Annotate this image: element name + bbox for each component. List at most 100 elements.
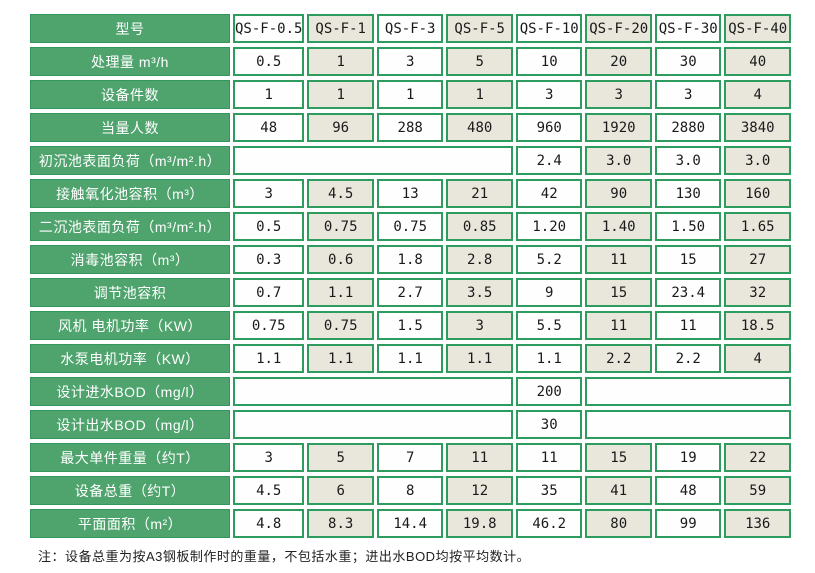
row-label: 风机 电机功率（KW） bbox=[30, 311, 230, 340]
value-cell: 1.1 bbox=[376, 344, 444, 373]
value-cell: 4 bbox=[724, 344, 791, 373]
value-cell: 0.75 bbox=[307, 311, 374, 340]
value-cell: 10 bbox=[515, 47, 583, 76]
value-cell: 11 bbox=[654, 311, 722, 340]
value-cell: 3.5 bbox=[446, 278, 513, 307]
value-cell: 1.1 bbox=[515, 344, 583, 373]
value-cell: 12 bbox=[446, 476, 513, 505]
column-header-cell: QS-F-3 bbox=[376, 14, 444, 43]
value-cell: 480 bbox=[446, 113, 513, 142]
value-cell: 48 bbox=[654, 476, 722, 505]
row-label: 设备件数 bbox=[30, 80, 230, 109]
value-cell: 1.1 bbox=[307, 344, 374, 373]
value-cell: 14.4 bbox=[376, 509, 444, 538]
value-cell: 20 bbox=[585, 47, 652, 76]
value-cell: 0.6 bbox=[307, 245, 374, 274]
value-cell: 1 bbox=[307, 47, 374, 76]
value-cell: 3 bbox=[233, 179, 305, 208]
value-cell: 40 bbox=[724, 47, 791, 76]
value-cell: 27 bbox=[724, 245, 791, 274]
footnote: 注：设备总重为按A3钢板制作时的重量，不包括水重；进出水BOD均按平均数计。 bbox=[38, 549, 531, 564]
value-cell: 11 bbox=[515, 443, 583, 472]
value-cell: 0.5 bbox=[233, 47, 305, 76]
value-cell: 130 bbox=[654, 179, 722, 208]
value-cell: 11 bbox=[446, 443, 513, 472]
column-header-cell: QS-F-40 bbox=[724, 14, 791, 43]
value-cell: 3 bbox=[654, 80, 722, 109]
value-cell: 4.5 bbox=[307, 179, 374, 208]
value-cell: 0.75 bbox=[307, 212, 374, 241]
value-cell: 3 bbox=[585, 80, 652, 109]
value-cell: 8.3 bbox=[307, 509, 374, 538]
row-label: 当量人数 bbox=[30, 113, 230, 142]
value-cell: 1.20 bbox=[515, 212, 583, 241]
value-cell: 1.1 bbox=[307, 278, 374, 307]
row-label: 处理量 m³/h bbox=[30, 47, 230, 76]
row-label: 设计出水BOD（mg/l） bbox=[30, 410, 230, 439]
value-cell: 6 bbox=[307, 476, 374, 505]
value-cell: 15 bbox=[654, 245, 722, 274]
value-cell: 0.75 bbox=[376, 212, 444, 241]
value-cell: 1.50 bbox=[654, 212, 722, 241]
row-label: 二沉池表面负荷（m³/m².h） bbox=[30, 212, 230, 241]
value-cell: 3.0 bbox=[654, 146, 722, 175]
value-cell: 1.5 bbox=[376, 311, 444, 340]
value-cell: 5.5 bbox=[515, 311, 583, 340]
column-header-cell: QS-F-0.5 bbox=[233, 14, 305, 43]
row-label: 平面面积（m²） bbox=[30, 509, 230, 538]
value-cell: 1.65 bbox=[724, 212, 791, 241]
column-header-cell: QS-F-1 bbox=[307, 14, 374, 43]
value-cell: 2.4 bbox=[515, 146, 583, 175]
column-header-cell: QS-F-10 bbox=[515, 14, 583, 43]
value-cell: 13 bbox=[376, 179, 444, 208]
value-cell: 2.2 bbox=[654, 344, 722, 373]
spec-table: 型号 QS-F-0.5 QS-F-1 QS-F-3 QS-F-5 QS-F-10 QS-F-… bbox=[30, 14, 791, 538]
row-label: 设备总重（约T） bbox=[30, 476, 230, 505]
row-label: 调节池容积 bbox=[30, 278, 230, 307]
value-cell: 96 bbox=[307, 113, 374, 142]
value-cell: 18.5 bbox=[724, 311, 791, 340]
column-header-cell: QS-F-20 bbox=[585, 14, 652, 43]
value-cell: 0.3 bbox=[233, 245, 305, 274]
value-cell: 3840 bbox=[724, 113, 791, 142]
value-cell: 22 bbox=[724, 443, 791, 472]
empty-cell bbox=[233, 146, 513, 175]
value-cell: 41 bbox=[585, 476, 652, 505]
value-cell: 3 bbox=[233, 443, 305, 472]
empty-cell bbox=[585, 377, 791, 406]
value-cell: 0.75 bbox=[233, 311, 305, 340]
value-cell: 1.1 bbox=[446, 344, 513, 373]
value-cell: 15 bbox=[585, 278, 652, 307]
value-cell: 2880 bbox=[654, 113, 722, 142]
value-cell: 1 bbox=[307, 80, 374, 109]
value-cell: 960 bbox=[515, 113, 583, 142]
value-cell: 30 bbox=[515, 410, 583, 439]
value-cell: 3.0 bbox=[724, 146, 791, 175]
value-cell: 46.2 bbox=[515, 509, 583, 538]
value-cell: 80 bbox=[585, 509, 652, 538]
value-cell: 15 bbox=[585, 443, 652, 472]
header-model-label: 型号 bbox=[30, 14, 230, 43]
value-cell: 3 bbox=[446, 311, 513, 340]
value-cell: 5 bbox=[446, 47, 513, 76]
value-cell: 7 bbox=[376, 443, 444, 472]
column-header-cell: QS-F-5 bbox=[446, 14, 513, 43]
value-cell: 42 bbox=[515, 179, 583, 208]
value-cell: 99 bbox=[654, 509, 722, 538]
value-cell: 48 bbox=[233, 113, 305, 142]
value-cell: 2.2 bbox=[585, 344, 652, 373]
value-cell: 1920 bbox=[585, 113, 652, 142]
value-cell: 2.8 bbox=[446, 245, 513, 274]
value-cell: 136 bbox=[724, 509, 791, 538]
value-cell: 0.7 bbox=[233, 278, 305, 307]
value-cell: 19.8 bbox=[446, 509, 513, 538]
value-cell: 23.4 bbox=[654, 278, 722, 307]
value-cell: 4.5 bbox=[233, 476, 305, 505]
value-cell: 59 bbox=[724, 476, 791, 505]
value-cell: 160 bbox=[724, 179, 791, 208]
value-cell: 5 bbox=[307, 443, 374, 472]
value-cell: 1.8 bbox=[376, 245, 444, 274]
value-cell: 8 bbox=[376, 476, 444, 505]
value-cell: 11 bbox=[585, 311, 652, 340]
value-cell: 0.85 bbox=[446, 212, 513, 241]
